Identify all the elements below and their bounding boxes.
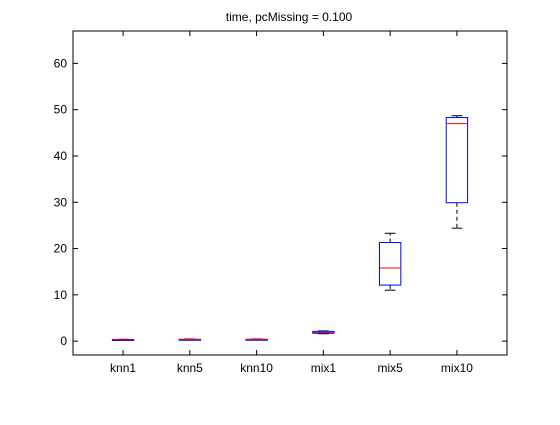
y-tick-label: 20 [54, 242, 68, 256]
y-tick-label: 60 [54, 56, 68, 70]
x-tick-label: knn5 [177, 361, 203, 375]
box-iqr [445, 117, 469, 204]
y-tick-label: 30 [54, 195, 68, 209]
box-series [111, 115, 469, 341]
box-mix10 [445, 115, 469, 229]
y-tick-label: 40 [54, 149, 68, 163]
box-knn10 [245, 338, 268, 341]
box-mix1 [312, 330, 335, 335]
x-tick-label: knn10 [240, 361, 273, 375]
box-knn5 [178, 338, 202, 341]
x-tick-label: knn1 [110, 361, 136, 375]
y-tick-label: 10 [54, 288, 68, 302]
y-axis: 0 10 20 30 40 50 60 [54, 56, 507, 348]
box-mix5 [378, 232, 402, 291]
chart-title: time, pcMissing = 0.100 [226, 10, 353, 24]
y-tick-label: 0 [60, 334, 67, 348]
y-tick-label: 50 [54, 103, 68, 117]
x-axis: knn1 knn5 knn10 mix1 mix5 mix10 [110, 31, 473, 375]
x-tick-label: mix10 [441, 361, 473, 375]
plot-area-frame [72, 30, 508, 356]
x-tick-label: mix1 [311, 361, 337, 375]
box-knn1 [111, 338, 135, 341]
box-iqr [378, 242, 402, 286]
x-tick-label: mix5 [377, 361, 403, 375]
